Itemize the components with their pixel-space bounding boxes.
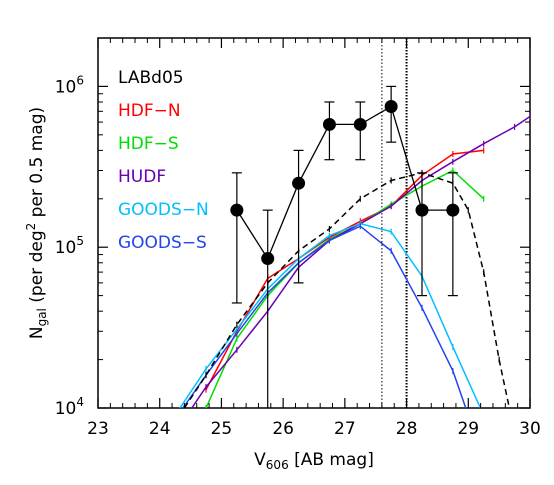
series-line <box>205 149 484 391</box>
legend-entry: GOODS−S <box>118 233 207 253</box>
data-point <box>415 203 429 217</box>
legend-entry: HUDF <box>118 167 166 187</box>
x-tick-label: 27 <box>334 419 356 439</box>
data-point <box>446 203 460 217</box>
series-line <box>179 222 482 408</box>
legend-entry: LABd05 <box>118 68 184 88</box>
y-tick-label: 104 <box>55 395 84 419</box>
data-point <box>261 252 275 266</box>
x-tick-label: 24 <box>149 419 171 439</box>
series-line <box>236 105 453 261</box>
y-axis-label: Ngal (per deg2 per 0.5 mag) <box>24 107 49 339</box>
x-tick-label: 25 <box>211 419 233 439</box>
x-axis-label: V606 [AB mag] <box>254 450 374 472</box>
x-tick-label: 28 <box>396 419 418 439</box>
x-tick-label: 29 <box>457 419 479 439</box>
axis-ticks: 23 24 25 26 27 28 29 30 104 105 106 <box>55 38 541 439</box>
data-point <box>322 117 336 131</box>
data-point <box>230 203 244 217</box>
legend-entry: GOODS−N <box>118 200 209 220</box>
series-goods-s <box>182 223 467 408</box>
legend-entry: HDF−S <box>118 134 179 154</box>
plot-frame <box>97 37 531 409</box>
x-tick-label: 30 <box>519 419 541 439</box>
x-tick-label: 26 <box>272 419 294 439</box>
series-hdf-n <box>205 147 485 393</box>
series-goods-n <box>179 220 482 408</box>
series-hdf-s <box>205 167 485 408</box>
series-line <box>190 115 530 408</box>
data-point <box>384 99 398 113</box>
legend: LABd05 HDF−N HDF−S HUDF GOODS−N GOODS−S <box>118 68 209 253</box>
data-point <box>353 117 367 131</box>
series-line <box>205 169 485 408</box>
series-layer <box>179 85 530 408</box>
y-tick-label: 105 <box>55 234 84 258</box>
x-tick-label: 23 <box>87 419 109 439</box>
series-hudf <box>190 113 530 408</box>
series-line <box>182 225 467 408</box>
series-model-dashed <box>183 169 511 408</box>
legend-entry: HDF−N <box>118 101 181 121</box>
series-labd05 <box>230 85 460 408</box>
series-line <box>183 172 511 408</box>
data-point <box>292 176 306 190</box>
threshold-lines <box>381 38 408 408</box>
y-tick-label: 106 <box>55 73 84 97</box>
